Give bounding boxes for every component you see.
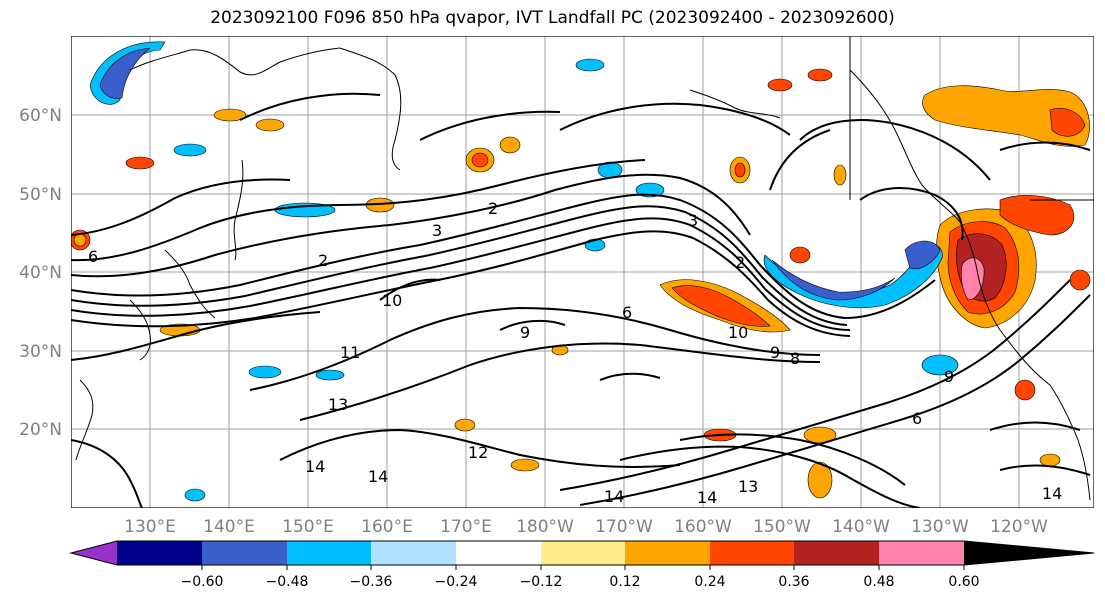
lon-label: 140°E <box>203 517 255 537</box>
colorbar-extend-low <box>71 541 117 565</box>
filled-anomaly-patches <box>71 41 1091 502</box>
contour-label: 2 <box>488 199 498 218</box>
contour-label: 14 <box>305 457 325 476</box>
lon-label: 170°W <box>595 517 653 537</box>
contour-label: 3 <box>688 211 698 230</box>
lat-label: 40°N <box>19 263 62 283</box>
colorbar-segment <box>117 541 202 565</box>
contour-label: 3 <box>432 221 442 240</box>
lon-label: 180°W <box>516 517 574 537</box>
contour-label: 2 <box>318 251 328 270</box>
contour-label: 14 <box>697 488 717 507</box>
colorbar-tick-label: 0.24 <box>694 574 725 590</box>
longitude-labels: 130°E 140°E 150°E 160°E 170°E 180°W 170°… <box>124 517 1048 537</box>
colorbar-segment <box>371 541 456 565</box>
contour-label: 14 <box>604 487 624 506</box>
colorbar-tick-label: −0.12 <box>520 574 563 590</box>
colorbar-tick-label: 0.36 <box>778 574 809 590</box>
contour-label: 11 <box>340 343 360 362</box>
coastlines <box>75 36 1094 501</box>
colorbar-segment <box>287 541 371 565</box>
lon-label: 160°E <box>361 517 413 537</box>
lat-label: 20°N <box>19 420 62 440</box>
colorbar-tick-label: 0.12 <box>609 574 640 590</box>
lon-label: 150°E <box>282 517 334 537</box>
map-title: 2023092100 F096 850 hPa qvapor, IVT Land… <box>210 8 895 28</box>
lon-label: 160°W <box>674 517 732 537</box>
colorbar-tick-label: −0.36 <box>350 574 393 590</box>
colorbar-tick-label: −0.60 <box>181 574 224 590</box>
lon-label: 150°W <box>753 517 811 537</box>
colorbar-segment <box>710 541 794 565</box>
colorbar-tick-label: 0.60 <box>948 574 979 590</box>
contour-label: 13 <box>738 477 758 496</box>
colorbar-segment <box>794 541 879 565</box>
contour-label: 13 <box>328 395 348 414</box>
colorbar-tick-label: −0.48 <box>266 574 309 590</box>
contour-label: 9 <box>520 323 530 342</box>
contour-label: 10 <box>382 291 402 310</box>
colorbar-segment <box>456 541 541 565</box>
contour-label: 9 <box>944 367 954 386</box>
lat-label: 50°N <box>19 185 62 205</box>
colorbar-tick-label: −0.24 <box>435 574 478 590</box>
contour-label: 6 <box>912 409 922 428</box>
colorbar: −0.60 −0.48 −0.36 −0.24 −0.12 0.12 0.24 … <box>69 540 1095 590</box>
colorbar-segment <box>541 541 625 565</box>
contour-label: 2 <box>735 253 745 272</box>
lat-label: 30°N <box>19 342 62 362</box>
contour-label: 8 <box>790 349 800 368</box>
contour-label: 10 <box>728 323 748 342</box>
lat-label: 60°N <box>19 106 62 126</box>
colorbar-segment <box>879 541 964 565</box>
contour-label: 6 <box>622 303 632 322</box>
contour-label: 12 <box>468 443 488 462</box>
ivt-contours <box>71 92 1091 508</box>
contour-labels: 2 3 2 6 10 11 13 14 12 9 9 8 10 14 14 13… <box>88 199 1062 507</box>
lon-label: 140°W <box>832 517 890 537</box>
contour-label: 14 <box>368 467 388 486</box>
contour-label: 14 <box>1042 484 1062 503</box>
map-panel: 2 3 2 6 10 11 13 14 12 9 9 8 10 14 14 13… <box>71 36 1094 508</box>
contour-label: 6 <box>88 247 98 266</box>
colorbar-extend-high <box>964 541 1094 565</box>
lon-label: 120°W <box>990 517 1048 537</box>
colorbar-segment <box>202 541 287 565</box>
lon-label: 170°E <box>440 517 492 537</box>
lon-label: 130°E <box>124 517 176 537</box>
colorbar-tick-label: 0.48 <box>863 574 894 590</box>
latitude-labels: 60°N 50°N 40°N 30°N 20°N <box>19 106 62 440</box>
lon-label: 130°W <box>911 517 969 537</box>
colorbar-segment <box>625 541 710 565</box>
contour-label: 9 <box>770 343 780 362</box>
